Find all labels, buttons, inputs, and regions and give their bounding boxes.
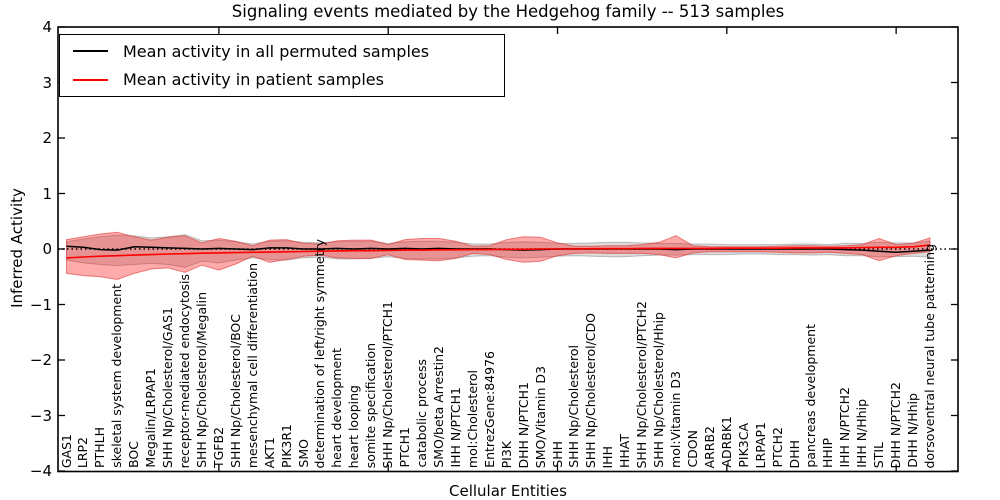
x-tick-label: IHH N/PTCH2 [837, 387, 853, 468]
patient-range-band [66, 231, 931, 281]
chart-title: Signaling events mediated by the Hedgeho… [231, 2, 785, 21]
y-tick-label: −1 [29, 295, 52, 314]
legend-item: Mean activity in patient samples [60, 66, 504, 94]
x-tick-label: HHAT [617, 433, 633, 468]
x-tick-label: SHH Np/Cholesterol/BOC [227, 314, 243, 468]
y-tick-label: −2 [29, 351, 52, 369]
x-tick-label: somite specification [363, 342, 379, 468]
x-tick-label: BOC [126, 441, 142, 468]
x-tick-label: ARRB2 [701, 425, 717, 468]
y-tick-label: 3 [42, 73, 52, 92]
x-tick-label: LRP2 [75, 436, 91, 468]
x-tick-label: PTCH1 [397, 427, 413, 468]
x-tick-label: heart development [329, 348, 345, 468]
x-tick-label: SHH Np/Cholesterol/PTCH2 [634, 300, 650, 469]
x-tick-label: mol:Cholesterol [464, 369, 480, 468]
x-tick-label: determination of left/right symmetry [312, 238, 328, 469]
permuted-range-band [66, 234, 931, 268]
x-tick-label: skeletal system development [109, 284, 125, 468]
y-tick-label: −3 [29, 406, 52, 425]
x-tick-label: PIK3R1 [278, 423, 294, 468]
y-tick-label: 1 [42, 184, 52, 203]
x-tick-label: SHH Np/Cholesterol/Megalin [193, 292, 209, 468]
x-tick-label: SHH [549, 441, 565, 468]
patient-mean-line [66, 244, 931, 259]
x-tick-label: PI3K [498, 440, 514, 468]
x-axis-label: Cellular Entities [449, 482, 567, 500]
legend-label: Mean activity in all permuted samples [123, 41, 430, 61]
y-tick-label: 0 [42, 240, 52, 258]
legend-label: Mean activity in patient samples [123, 70, 384, 90]
x-tick-label: receptor-mediated endocytosis [177, 273, 193, 468]
x-tick-label: heart looping [346, 384, 362, 468]
x-tick-label: DHH N/PTCH1 [515, 381, 531, 468]
x-tick-label: PIK3CA [735, 423, 751, 468]
x-tick-label: SMO/Vitamin D3 [532, 365, 548, 468]
x-tick-label: SHH Np/Cholesterol/PTCH1 [380, 300, 396, 469]
x-tick-label: STIL [871, 441, 887, 468]
x-tick-label: DHH N/PTCH2 [888, 381, 904, 468]
x-tick-label: LRPAP1 [752, 421, 768, 468]
x-tick-label: IHH [600, 445, 616, 469]
x-tick-label: Megalin/LRPAP1 [143, 368, 159, 468]
x-tick-label: IHH N/Hhip [854, 399, 870, 468]
x-tick-label: mesenchymal cell differentiation [244, 262, 260, 468]
y-tick-label: −4 [29, 462, 52, 480]
x-tick-label: DHH [786, 439, 802, 468]
x-tick-label: SHH Np/Cholesterol/Hhip [651, 312, 667, 468]
x-tick-label: HHIP [820, 437, 836, 468]
legend-line-sample [73, 50, 108, 53]
x-tick-label: SHH Np/Cholesterol [566, 345, 582, 468]
x-tick-label: GAS1 [58, 433, 74, 468]
x-tick-label: SMO [295, 439, 311, 468]
x-tick-label: SHH Np/Cholesterol/GAS1 [160, 306, 176, 468]
x-tick-label: catabolic process [414, 359, 430, 468]
x-tick-label: TGFB2 [210, 426, 226, 468]
legend-line-sample [73, 78, 108, 81]
x-tick-label: CDON [684, 430, 700, 468]
x-tick-label: mol:Vitamin D3 [668, 371, 684, 468]
x-tick-label: SMO/beta Arrestin2 [430, 346, 446, 468]
x-tick-label: DHH N/Hhip [905, 393, 921, 468]
x-tick-label: pancreas development [803, 324, 819, 468]
x-tick-label: PTCH2 [769, 427, 785, 468]
x-tick-label: AKT1 [261, 436, 277, 468]
y-tick-label: 2 [42, 129, 52, 147]
legend: Mean activity in all permuted samples Mea… [59, 34, 505, 97]
x-tick-label: PTHLH [92, 427, 108, 468]
x-tick-label: IHH N/PTCH1 [447, 387, 463, 468]
x-tick-label: EntrezGene:84976 [481, 351, 497, 468]
x-tick-label: dorsoventral neural tube patterning [922, 243, 937, 469]
x-tick-label: ADRBK1 [718, 416, 734, 468]
legend-item: Mean activity in all permuted samples [60, 37, 504, 65]
x-tick-label: SHH Np/Cholesterol/CDO [583, 312, 599, 468]
y-tick-label: 4 [42, 18, 52, 36]
